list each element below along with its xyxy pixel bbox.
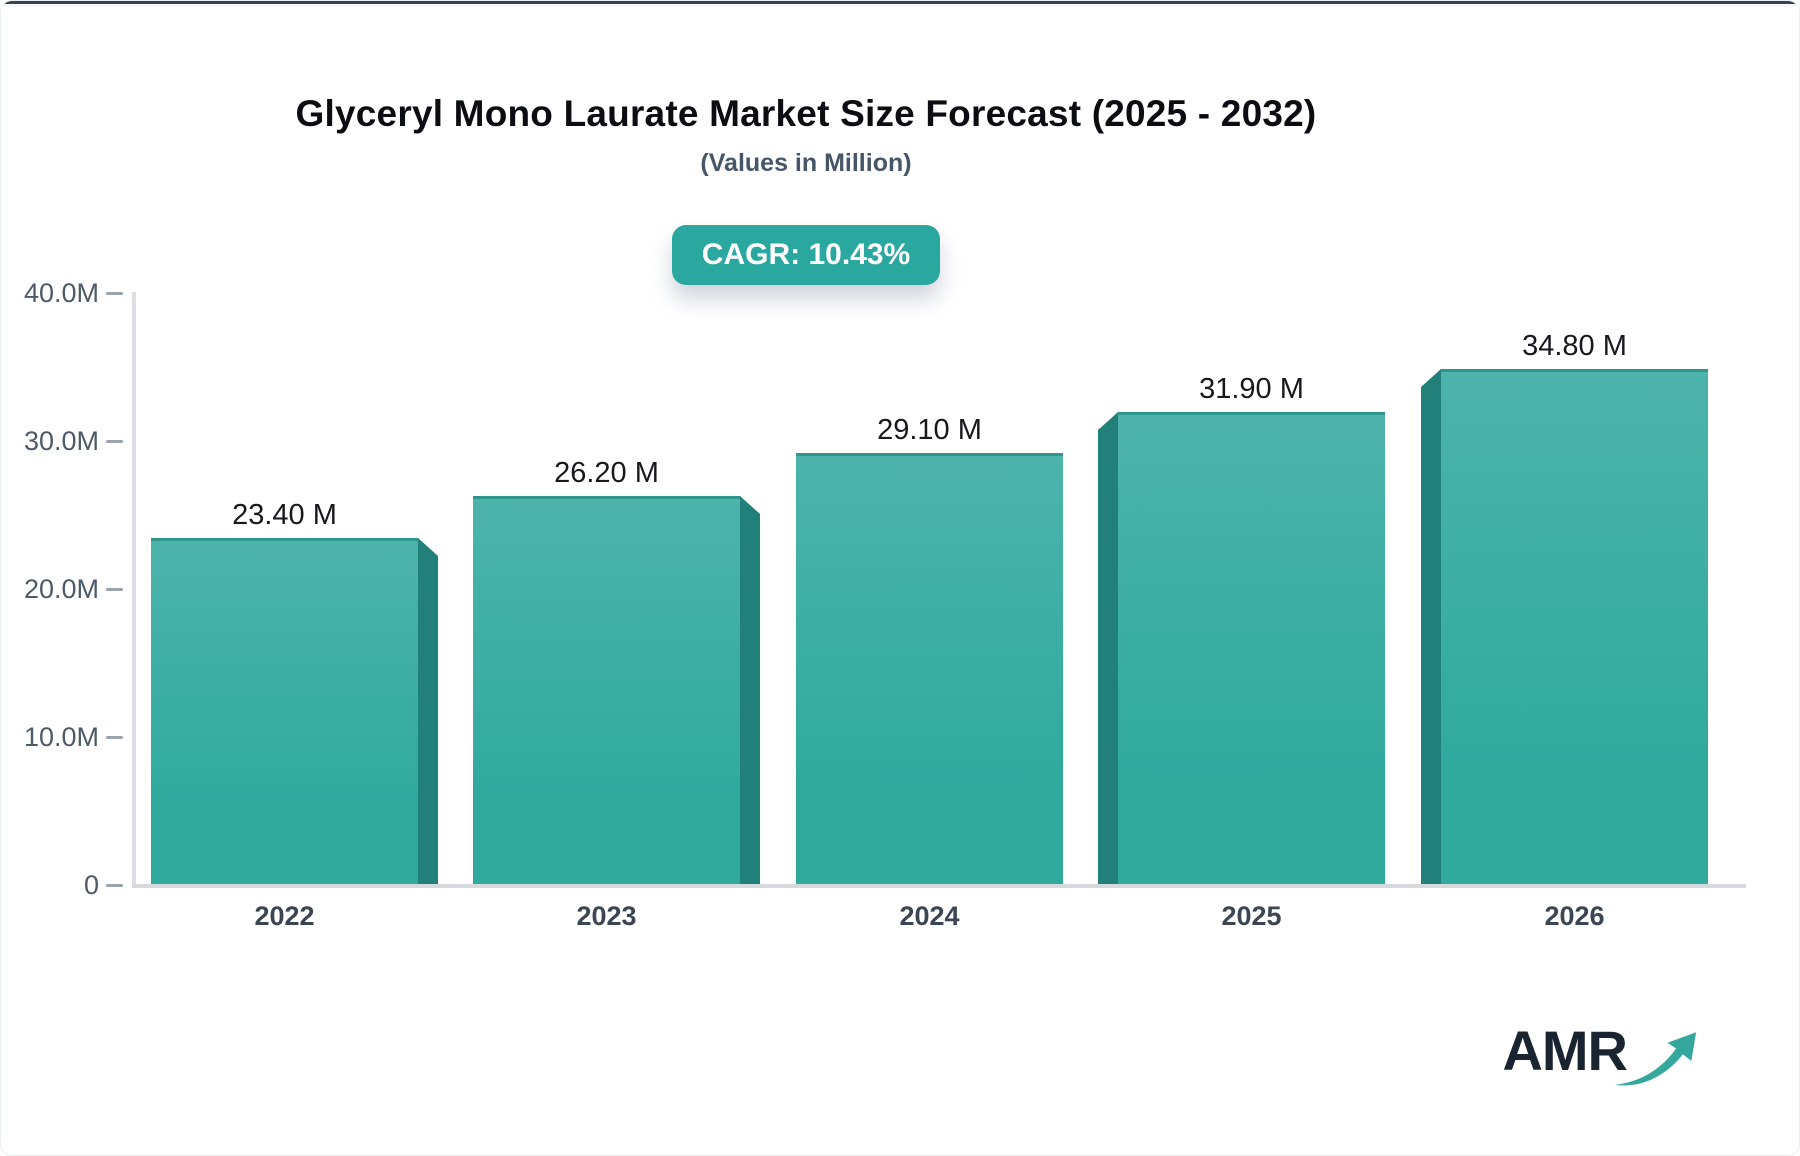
cagr-badge-wrap: CAGR: 10.43% [1, 225, 1611, 285]
x-axis-label: 2023 [576, 901, 637, 931]
window-top-edge-highlight [1, 4, 1799, 7]
x-axis-label: 2026 [1544, 901, 1605, 931]
x-axis-label: 2022 [254, 901, 315, 931]
y-tick-mark [106, 884, 123, 887]
y-tick-label: 30.0M [23, 426, 99, 456]
bar-2026: 34.80 M [1441, 330, 1708, 884]
y-tick-label: 10.0M [23, 722, 99, 752]
bar-2024: 29.10 M [796, 414, 1063, 884]
y-axis-line [132, 292, 136, 886]
bar-value-label: 31.90 M [1199, 373, 1304, 405]
x-axis-label: 2025 [1221, 901, 1282, 931]
bar-2023: 26.20 M [473, 457, 740, 884]
window-top-edge [1, 1, 1799, 4]
bar-value-label: 29.10 M [877, 414, 982, 446]
chart-subtitle: (Values in Million) [700, 149, 912, 177]
bar-side-face [1421, 369, 1441, 884]
bar-side-face [1098, 412, 1118, 884]
y-tick-mark [106, 736, 123, 739]
amr-logo-text: AMR [1502, 1019, 1628, 1082]
bar-side-face [740, 496, 760, 884]
y-tick-label: 40.0M [23, 278, 99, 308]
y-tick-mark [106, 440, 123, 443]
chart-title: Glyceryl Mono Laurate Market Size Foreca… [295, 93, 1317, 134]
y-tick-mark [106, 292, 123, 295]
x-axis-baseline [132, 884, 1746, 888]
y-tick-mark [106, 588, 123, 591]
bar-value-label: 26.20 M [554, 457, 659, 489]
bar-value-label: 23.40 M [232, 499, 337, 531]
bar-value-label: 34.80 M [1522, 330, 1627, 362]
bar-side-face [418, 538, 438, 884]
amr-logo: AMR [1502, 1023, 1699, 1091]
bar-2022: 23.40 M [151, 499, 418, 884]
cagr-badge: CAGR: 10.43% [671, 225, 941, 285]
logo-arrow-icon [1614, 1032, 1697, 1086]
bar-2025: 31.90 M [1118, 373, 1385, 884]
y-tick-label: 0 [83, 870, 99, 900]
x-axis-label: 2024 [899, 901, 960, 931]
y-tick-label: 20.0M [23, 574, 99, 604]
